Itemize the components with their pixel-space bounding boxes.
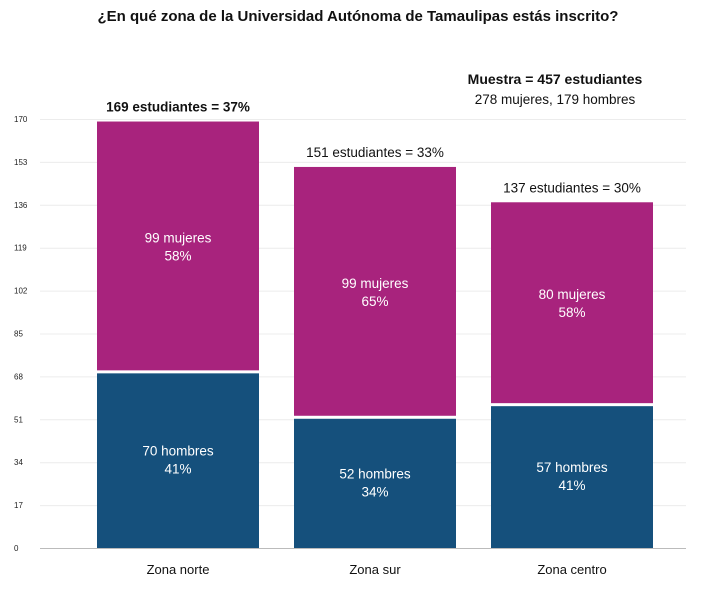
x-category-label: Zona centro	[537, 562, 606, 577]
segment-label: 52 hombres	[339, 466, 411, 481]
segment-percent: 34%	[361, 484, 388, 499]
y-tick-label: 17	[14, 501, 23, 510]
bar-total-label: 137 estudiantes = 30%	[503, 180, 641, 195]
bar-total-label: 151 estudiantes = 33%	[306, 145, 444, 160]
y-tick-label: 153	[14, 158, 28, 167]
bar-segment-hombres	[97, 373, 259, 548]
segment-percent: 58%	[558, 305, 585, 320]
bar-total-label: 169 estudiantes = 37%	[106, 100, 250, 115]
segment-percent: 58%	[164, 248, 191, 263]
y-tick-label: 85	[14, 330, 23, 339]
bar-segment-mujeres	[97, 121, 259, 371]
segment-percent: 41%	[164, 462, 191, 477]
y-tick-label: 68	[14, 372, 23, 381]
y-tick-label: 0	[14, 544, 19, 553]
chart-title: ¿En qué zona de la Universidad Autónoma …	[98, 8, 619, 25]
bar-segment-hombres	[294, 418, 456, 548]
bars: 70 hombres 41% 99 mujeres 58% 169 estudiante…	[97, 100, 653, 577]
bar-segment-hombres	[491, 406, 653, 548]
y-tick-label: 170	[14, 115, 28, 124]
bar-segment-mujeres	[491, 202, 653, 404]
y-axis: 0 17 34 51 68 85 102 119 136 153 170	[14, 115, 28, 553]
y-tick-label: 119	[14, 244, 27, 253]
segment-label: 57 hombres	[536, 460, 608, 475]
y-tick-label: 34	[14, 458, 23, 467]
y-tick-label: 51	[14, 415, 23, 424]
y-tick-label: 102	[14, 287, 28, 296]
segment-label: 99 mujeres	[145, 230, 212, 245]
y-tick-label: 136	[14, 201, 28, 210]
segment-label: 99 mujeres	[342, 276, 409, 291]
segment-label: 70 hombres	[142, 444, 214, 459]
x-category-label: Zona sur	[349, 562, 401, 577]
sample-subheading: 278 mujeres, 179 hombres	[475, 92, 636, 107]
bar-segment-mujeres	[294, 166, 456, 416]
segment-label: 80 mujeres	[539, 287, 606, 302]
segment-percent: 65%	[361, 294, 388, 309]
sample-heading: Muestra = 457 estudiantes	[468, 71, 643, 87]
x-category-label: Zona norte	[147, 562, 210, 577]
segment-percent: 41%	[558, 478, 585, 493]
